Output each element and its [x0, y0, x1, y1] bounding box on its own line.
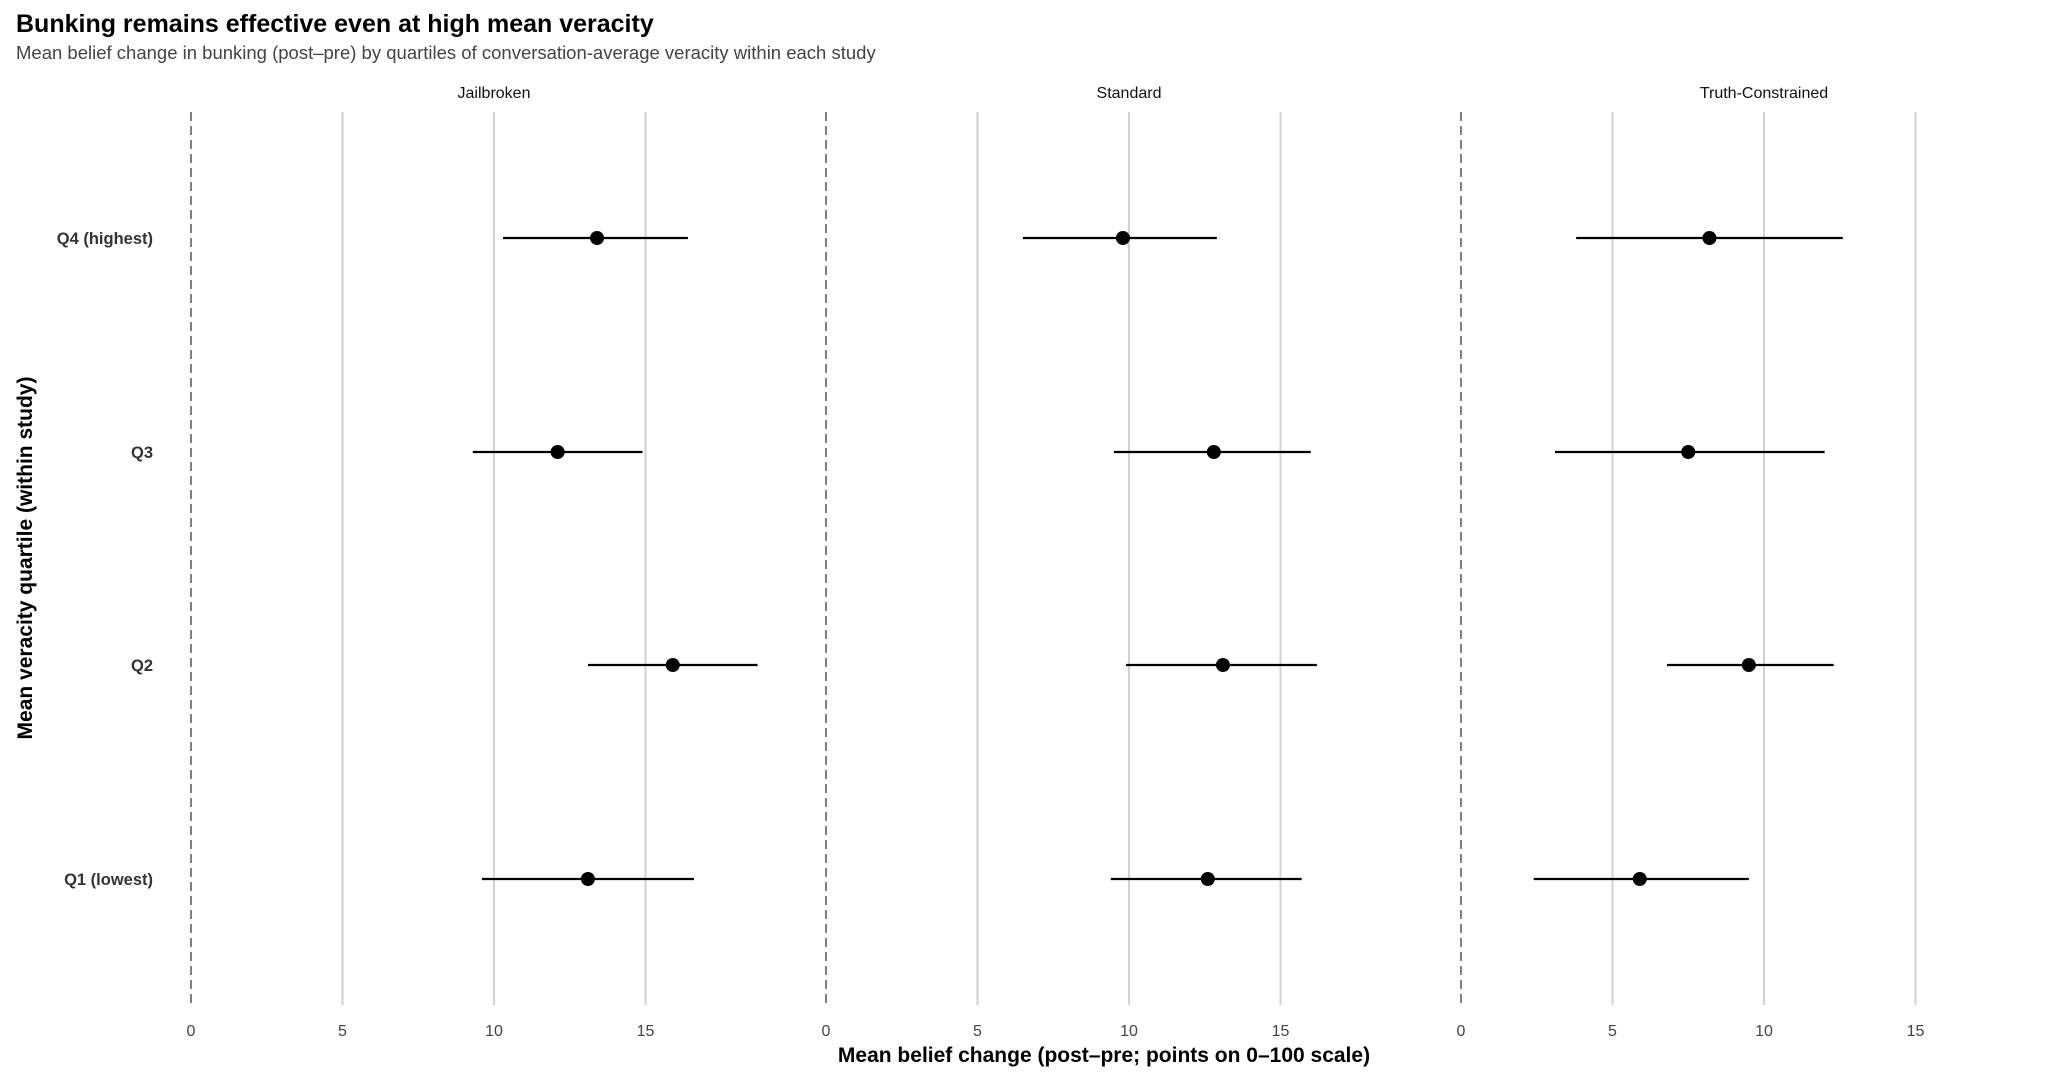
y-category-label: Q2: [131, 657, 153, 675]
mean-point: [665, 658, 680, 672]
chart-title: Bunking remains effective even at high m…: [16, 10, 654, 38]
x-axis-title: Mean belief change (post–pre; points on …: [838, 1044, 1370, 1067]
x-tick-label: 5: [1608, 1023, 1617, 1040]
x-tick-label: 0: [822, 1023, 831, 1040]
mean-point: [1632, 872, 1647, 886]
x-tick-label: 10: [1120, 1023, 1138, 1040]
x-tick-label: 15: [637, 1023, 655, 1040]
facet-label-1: Standard: [1097, 85, 1162, 102]
y-category-label: Q1 (lowest): [64, 871, 153, 889]
x-tick-label: 10: [485, 1023, 503, 1040]
x-tick-label: 15: [1272, 1023, 1290, 1040]
y-axis-title: Mean veracity quartile (within study): [14, 377, 37, 740]
facet-label-0: Jailbroken: [458, 85, 531, 102]
facet-label-2: Truth-Constrained: [1700, 85, 1828, 102]
mean-point: [1681, 445, 1696, 459]
x-tick-label: 0: [187, 1023, 196, 1040]
y-category-label: Q4 (highest): [57, 230, 153, 248]
x-tick-label: 5: [973, 1023, 982, 1040]
y-category-label: Q3: [131, 444, 153, 462]
chart-subtitle: Mean belief change in bunking (post–pre)…: [16, 42, 876, 63]
x-tick-label: 0: [1457, 1023, 1466, 1040]
mean-point: [1741, 658, 1756, 672]
mean-point: [550, 445, 565, 459]
x-tick-label: 15: [1907, 1023, 1925, 1040]
mean-point: [1702, 231, 1717, 245]
mean-point: [1200, 872, 1215, 886]
mean-point: [1215, 658, 1230, 672]
x-tick-label: 5: [338, 1023, 347, 1040]
mean-point: [590, 231, 605, 245]
mean-point: [1115, 231, 1130, 245]
x-tick-label: 10: [1755, 1023, 1773, 1040]
mean-point: [1206, 445, 1221, 459]
mean-point: [580, 872, 595, 886]
